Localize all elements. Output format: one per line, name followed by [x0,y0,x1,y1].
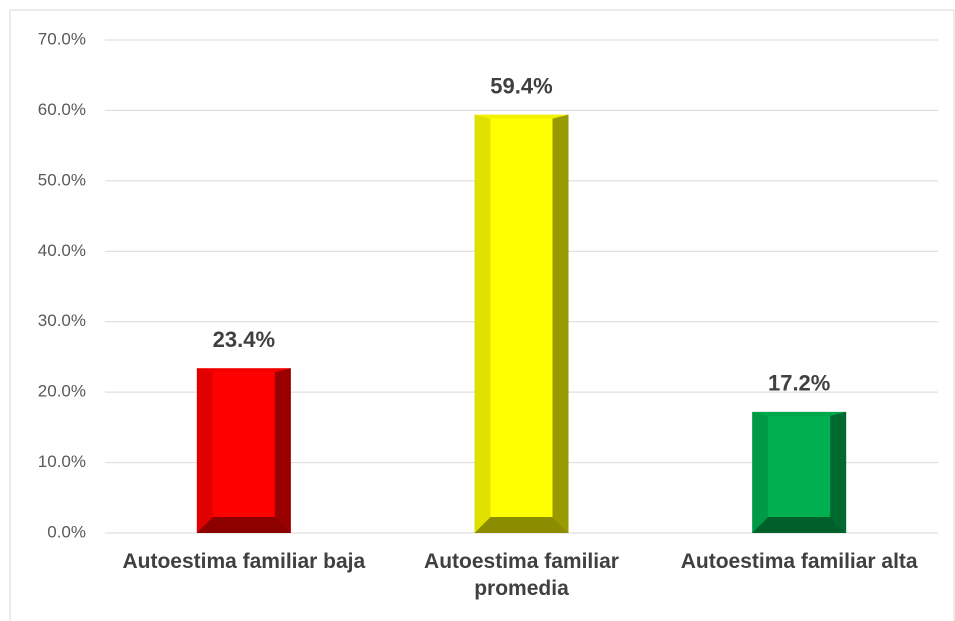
bar-bevel-top [196,368,291,373]
y-tick-label: 0.0% [47,522,86,541]
bar-bevel-top [752,411,847,416]
x-tick-label: Autoestima familiar promedia [424,550,619,600]
y-tick-label: 60.0% [38,100,86,119]
bar-bevel-top [474,114,569,119]
y-tick-label: 30.0% [38,311,86,330]
bar-bevel-right [552,114,569,533]
bar-bevel-bottom [752,517,847,533]
bar-bevel-left [196,368,213,533]
value-label: 23.4% [213,327,275,352]
y-tick-label: 20.0% [38,382,86,401]
chart-frame [9,9,955,621]
bar-bevel-bottom [474,517,569,533]
bar [752,411,847,533]
y-tick-label: 70.0% [38,29,86,48]
y-tick-label: 10.0% [38,452,86,471]
y-tick-label: 40.0% [38,241,86,260]
y-tick-label: 50.0% [38,170,86,189]
bar [196,368,291,533]
bar-bevel-left [474,114,491,533]
x-tick-label: Autoestima familiar alta [680,550,918,573]
x-tick-label: Autoestima familiar baja [122,550,366,573]
bar-bevel-bottom [196,517,291,533]
value-label: 17.2% [768,371,830,396]
bar [474,114,569,533]
value-label: 59.4% [490,73,552,98]
bar-bevel-right [830,411,847,533]
bar-bevel-left [752,411,769,533]
bar-bevel-right [274,368,291,533]
